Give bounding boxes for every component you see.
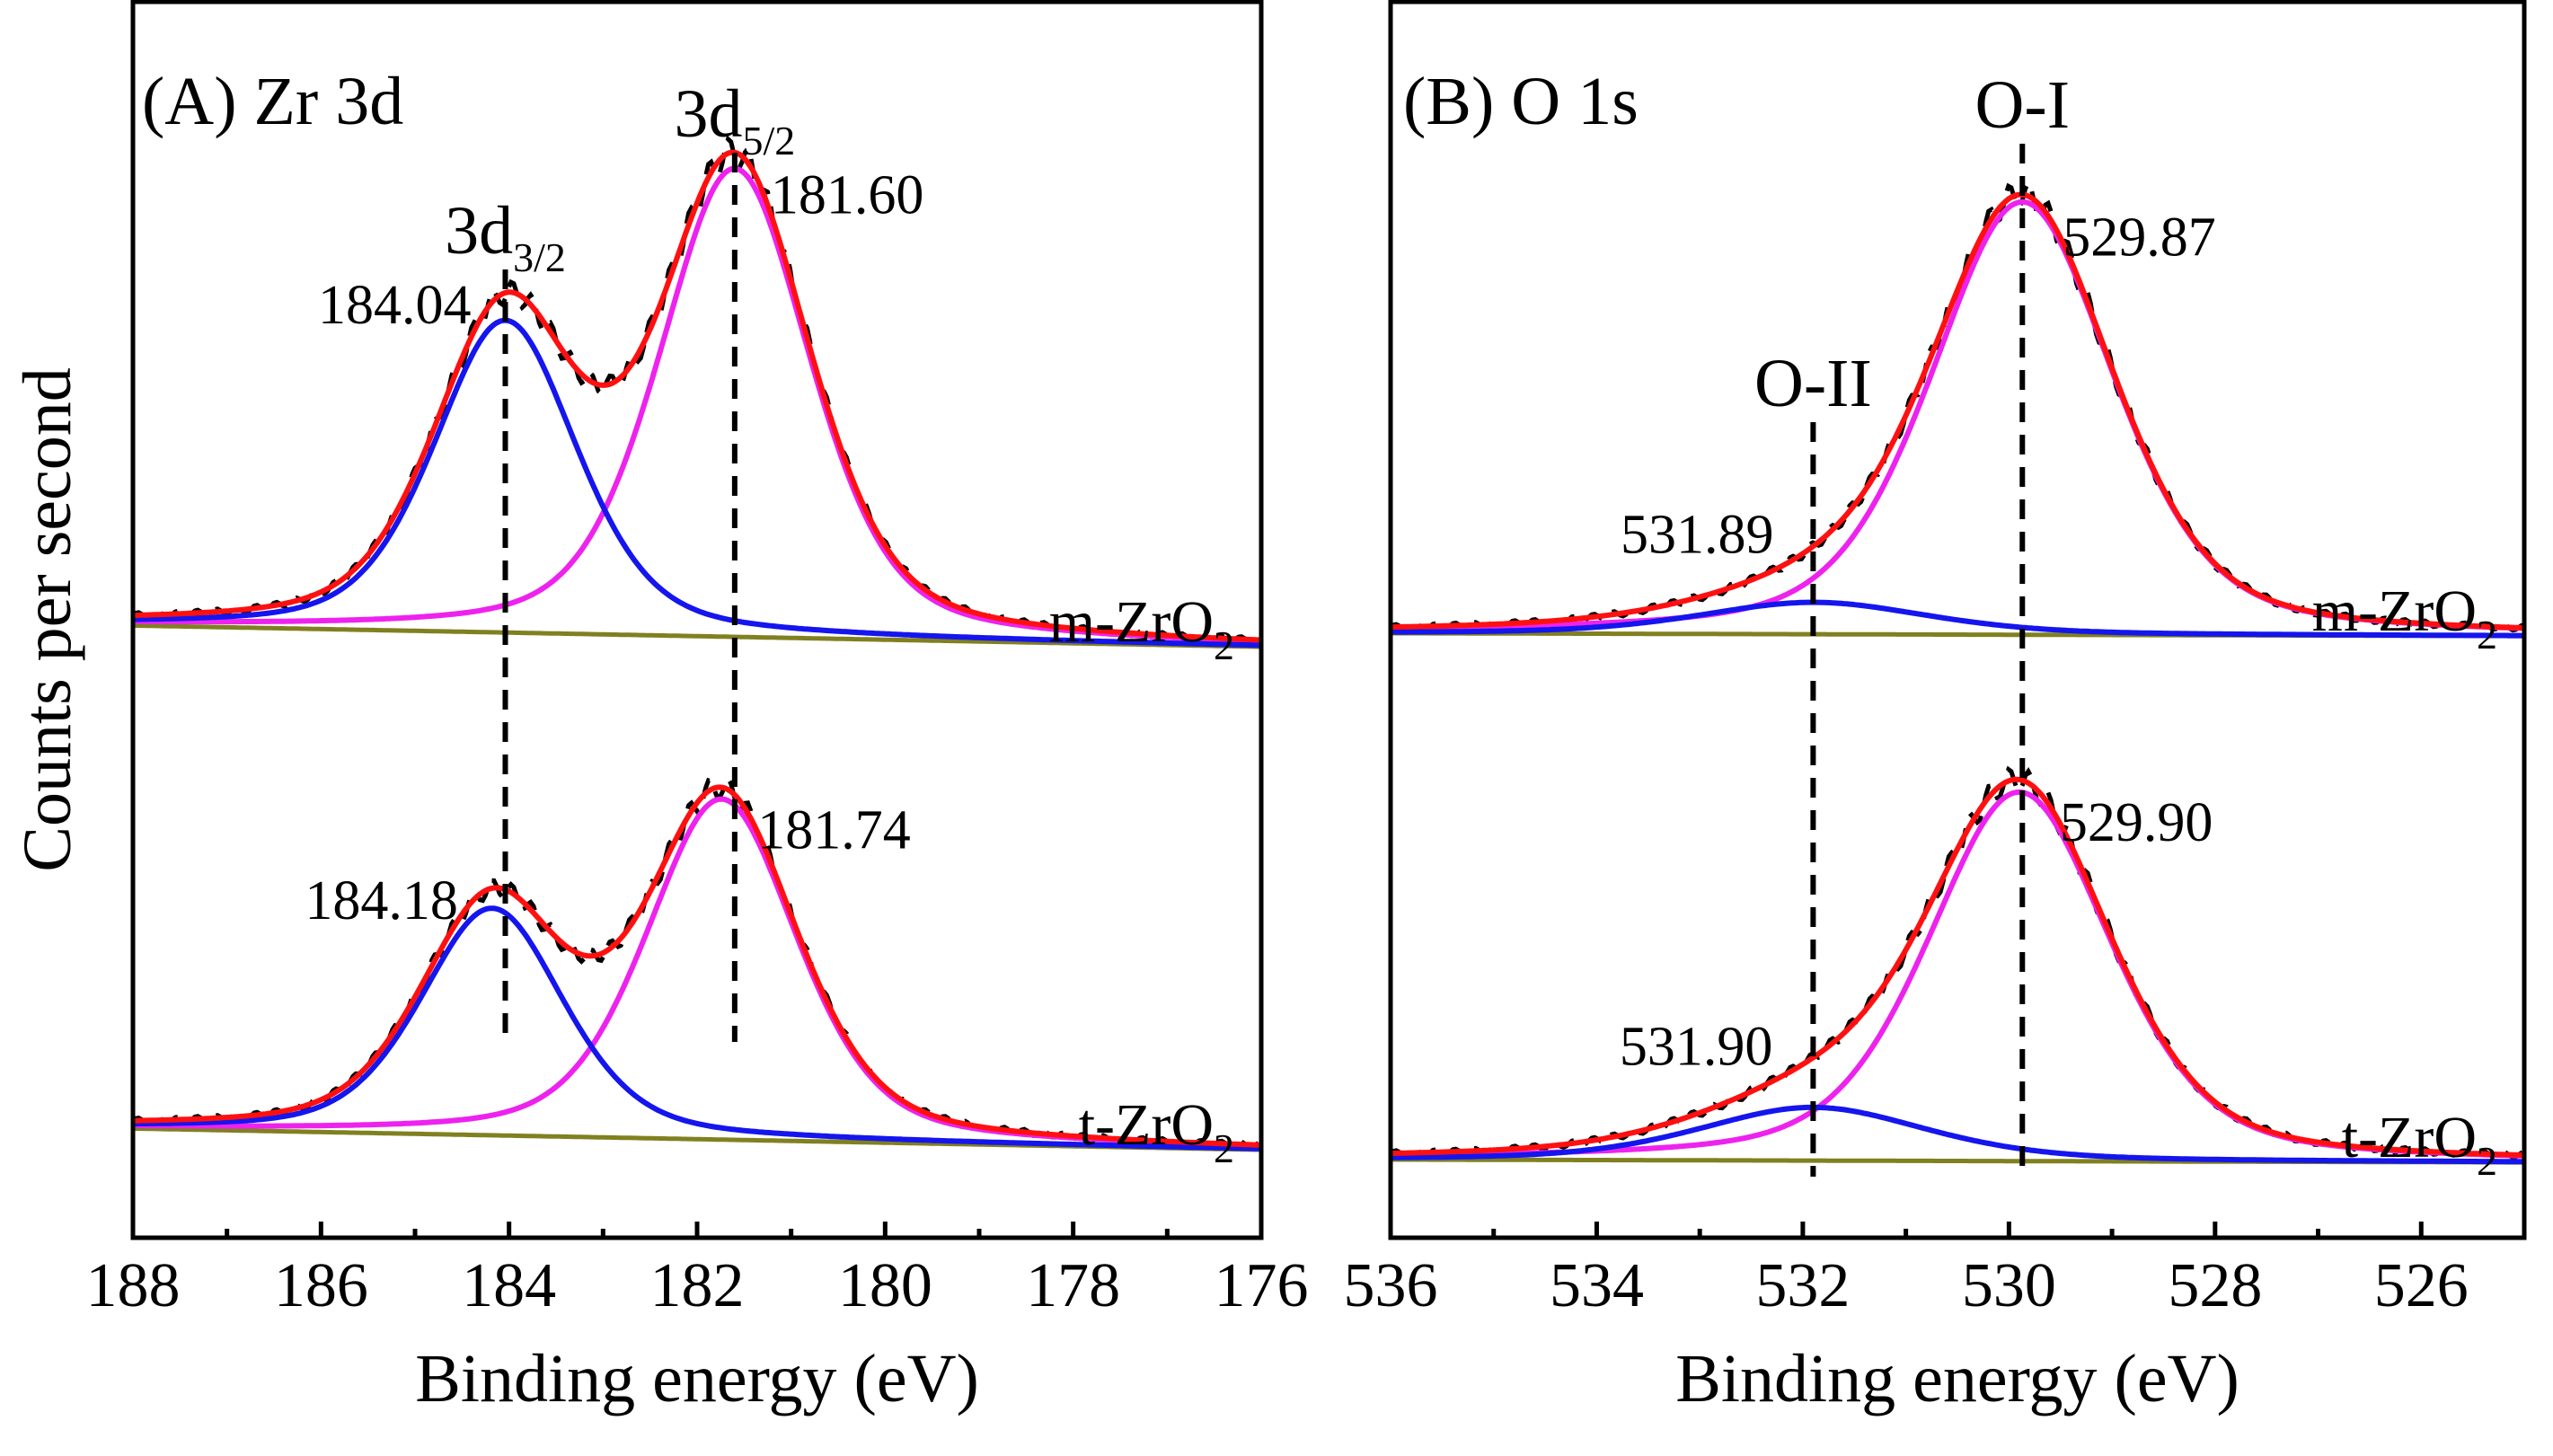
y-axis-title: Counts per second: [10, 367, 85, 871]
panel-title: (A) Zr 3d: [142, 64, 403, 139]
peak-marker-label: 3d5/2: [674, 76, 795, 163]
x-tick-label: 536: [1344, 1251, 1438, 1320]
peak-marker-label: O-II: [1754, 346, 1872, 421]
panel-b-o1s: 531.89 529.87 m-ZrO2 531.90 529.90 t-ZrO2 O-II…: [1344, 0, 2527, 1416]
x-tick-label: 188: [86, 1251, 181, 1320]
x-tick-label: 184: [462, 1251, 556, 1320]
peak-value-label: 181.74: [757, 800, 911, 861]
x-tick-label: 182: [650, 1251, 745, 1320]
component-2-fit-line: [133, 165, 1261, 645]
panel-title: (B) O 1s: [1403, 64, 1639, 139]
x-tick-label: 534: [1550, 1251, 1644, 1320]
component-2-fit-line: [1391, 199, 2524, 631]
x-tick-label: 526: [2374, 1251, 2469, 1320]
x-axis-title: Binding energy (eV): [415, 1341, 979, 1416]
envelope-fit-line: [1391, 776, 2524, 1159]
sample-label: m-ZrO2: [2312, 578, 2497, 657]
component-1-fit-line: [133, 905, 1261, 1152]
x-axis-title: Binding energy (eV): [1675, 1341, 2239, 1416]
panel-a-zr3d: 184.04 181.60 m-ZrO2 184.18 181.74 t-ZrO2 3d3/…: [86, 0, 1309, 1416]
envelope-fit-line: [133, 784, 1261, 1148]
plot-frame: [1388, 0, 2527, 1240]
x-tick-label: 532: [1755, 1251, 1850, 1320]
raw-data-line: [1391, 765, 2524, 1160]
envelope-fit-line: [1391, 191, 2524, 631]
component-1-fit-line: [133, 317, 1261, 649]
peak-value-label: 181.60: [771, 165, 924, 226]
x-tick-label: 178: [1026, 1251, 1120, 1320]
sample-label: m-ZrO2: [1049, 589, 1234, 668]
x-tick-label: 530: [1962, 1251, 2056, 1320]
component-1-fit-line: [1391, 599, 2524, 639]
sample-label: t-ZrO2: [1079, 1092, 1234, 1171]
sample-label: t-ZrO2: [2342, 1105, 2497, 1184]
peak-marker-label: 3d3/2: [445, 193, 566, 280]
x-tick-label: 180: [838, 1251, 932, 1320]
peak-value-label: 529.87: [2063, 207, 2216, 269]
peak-value-label: 531.89: [1621, 504, 1774, 565]
peak-marker-label: O-I: [1975, 67, 2071, 143]
envelope-fit-line: [133, 149, 1261, 643]
component-1-fit-line: [1391, 1104, 2524, 1165]
raw-data-line: [133, 135, 1261, 645]
peak-value-label: 184.04: [318, 275, 472, 336]
raw-data-line: [133, 774, 1261, 1150]
raw-data-line: [1391, 178, 2524, 633]
peak-value-label: 529.90: [2060, 792, 2213, 853]
peak-value-label: 184.18: [305, 870, 458, 931]
x-tick-label: 528: [2168, 1251, 2262, 1320]
x-tick-label: 176: [1215, 1251, 1309, 1320]
x-tick-label: 186: [274, 1251, 368, 1320]
peak-value-label: 531.90: [1620, 1016, 1773, 1077]
